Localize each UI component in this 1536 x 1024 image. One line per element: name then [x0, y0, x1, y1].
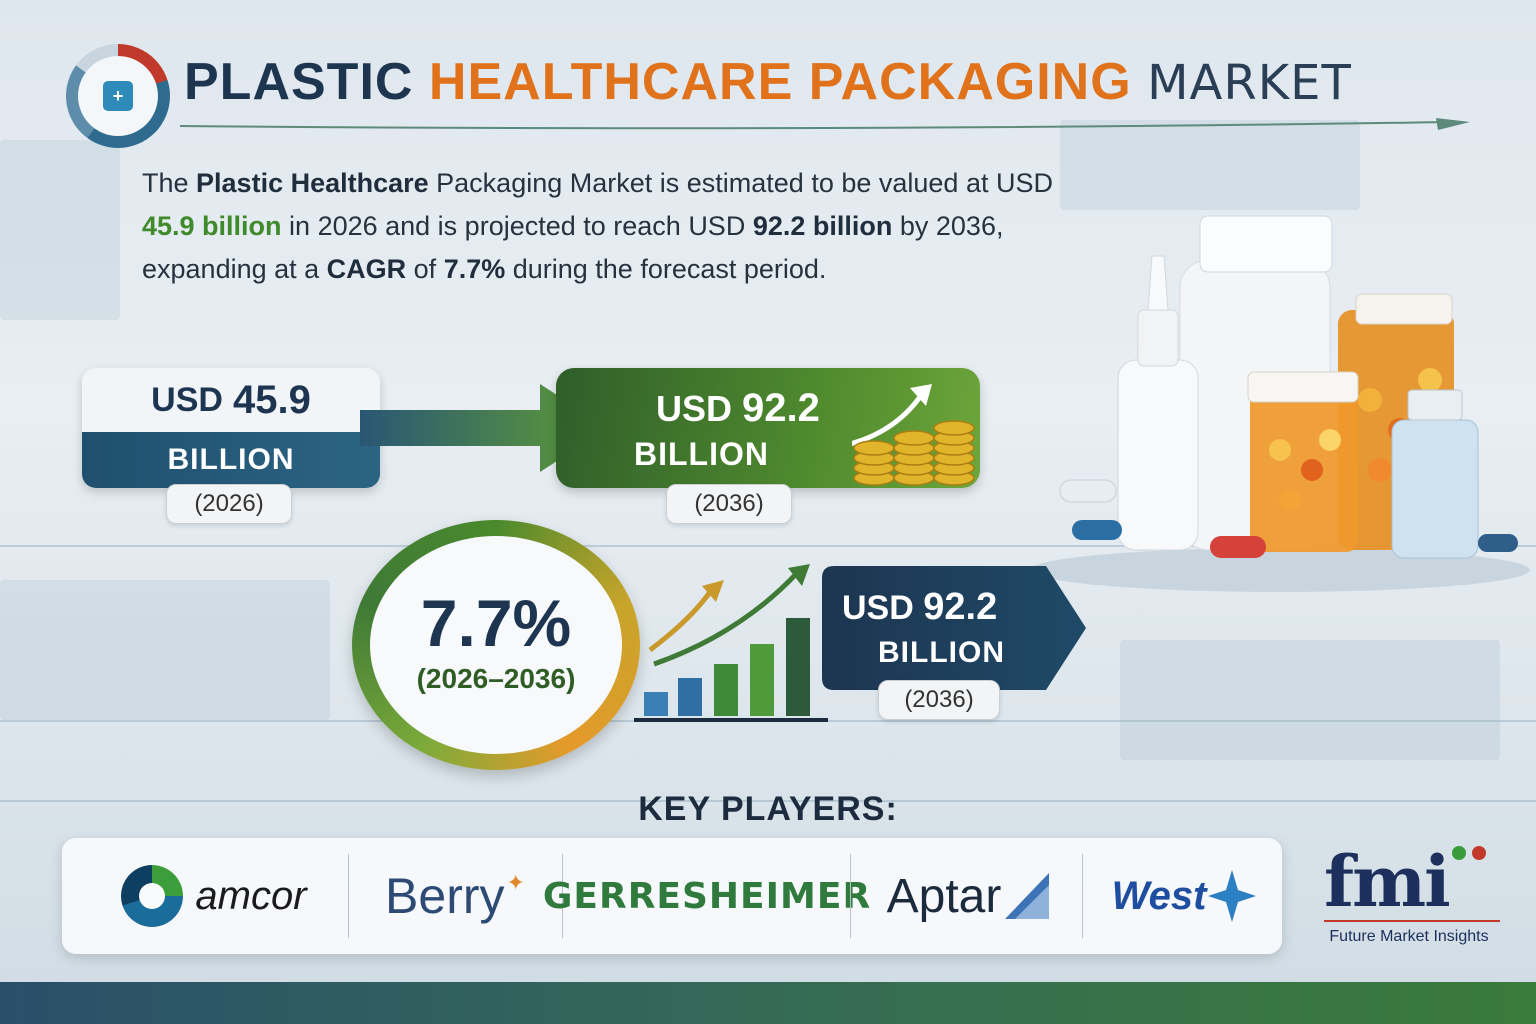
- cagr-value: 7.7%: [420, 586, 572, 660]
- player-berry: Berry ✦: [350, 838, 560, 954]
- unit-label: BILLION: [82, 432, 380, 488]
- title-logo-icon: +: [66, 44, 170, 148]
- west-logo-icon: [1208, 870, 1257, 922]
- background-blur-block: [0, 580, 330, 720]
- key-players-panel: amcor Berry ✦ GERRESHEIMER Aptar West: [62, 838, 1282, 954]
- player-amcor: amcor: [82, 838, 346, 954]
- coins-icon: [852, 384, 975, 486]
- berry-logo-icon: ✦: [506, 870, 525, 895]
- desc-bold: CAGR: [326, 254, 407, 284]
- fmi-letters: fmi: [1324, 840, 1451, 923]
- background-blur-block: [0, 140, 120, 320]
- unit-label: BILLION: [878, 636, 1005, 669]
- fmi-dot-icon: [1452, 846, 1466, 860]
- currency-label: USD: [842, 589, 914, 627]
- fmi-underline: [1324, 920, 1500, 922]
- amount-value: 45.9: [232, 377, 311, 422]
- key-players-title: KEY PLAYERS:: [638, 790, 898, 828]
- value-2026-card: USD 45.9 BILLION: [82, 368, 380, 488]
- desc-text: in 2026 and is projected to reach USD: [281, 211, 753, 241]
- value-2036-amount: USD 92.2: [656, 386, 820, 431]
- desc-text: The: [142, 168, 197, 198]
- desc-bold: 92.2 billion: [752, 211, 893, 241]
- title-underline-swoosh: [180, 118, 1470, 130]
- growth-arrow-icon: [360, 384, 608, 472]
- desc-text: during the forecast period.: [505, 254, 827, 284]
- background-blur-block: [1060, 120, 1360, 210]
- background-shelf-line: [0, 545, 1536, 547]
- value-2036-repeat-card: USD 92.2 BILLION: [822, 566, 1086, 690]
- aptar-logo-icon: [1005, 873, 1050, 919]
- player-name: West: [1111, 873, 1207, 918]
- value-2036-repeat-arrow-shape: [822, 566, 1086, 690]
- divider: [850, 854, 851, 938]
- player-name: Aptar: [886, 869, 1002, 923]
- title-part-healthcare-packaging: HEALTHCARE PACKAGING: [428, 53, 1132, 111]
- desc-text: Packaging Market is estimated to be valu…: [428, 168, 1053, 198]
- currency-label: USD: [656, 388, 733, 429]
- player-west: West: [1084, 838, 1284, 954]
- cagr-period: (2026–2036): [416, 663, 576, 694]
- title-part-plastic: PLASTIC: [184, 53, 414, 111]
- fmi-tagline: Future Market Insights: [1329, 928, 1489, 945]
- player-name: GERRESHEIMER: [542, 875, 872, 917]
- footer-band: [0, 982, 1536, 1024]
- year-2026-pill: (2026): [166, 484, 292, 524]
- market-description: The Plastic Healthcare Packaging Market …: [142, 162, 1062, 291]
- divider: [562, 854, 563, 938]
- title-part-market: MARKET: [1147, 55, 1352, 111]
- amount-value: 92.2: [923, 586, 998, 628]
- pharmaceutical-bottles-illustration: [1030, 215, 1530, 592]
- amcor-logo-icon: [121, 865, 184, 927]
- divider: [1082, 854, 1083, 938]
- currency-label: USD: [151, 380, 223, 419]
- desc-bold: 7.7%: [443, 254, 506, 284]
- fmi-dot-icon: [1472, 846, 1486, 860]
- year-2036-repeat-pill: (2036): [878, 680, 1000, 720]
- cagr-ring-inner: 7.7% (2026–2036): [370, 536, 622, 754]
- player-name: amcor: [195, 873, 307, 918]
- player-name: Berry: [385, 868, 505, 924]
- unit-label: BILLION: [634, 436, 769, 472]
- year-2036-pill: (2036): [666, 484, 792, 524]
- desc-highlight: 45.9 billion: [142, 211, 282, 241]
- desc-text: by 2036, expanding at a: [142, 211, 1004, 284]
- desc-bold: Plastic Healthcare: [196, 168, 429, 198]
- page-title: PLASTIC HEALTHCARE PACKAGING MARKET: [184, 52, 1352, 112]
- cagr-badge: 7.7% (2026–2036): [352, 520, 640, 770]
- value-2026-amount: USD 45.9: [82, 368, 380, 432]
- fmi-brand-logo: fmi Future Market Insights: [1314, 840, 1504, 952]
- divider: [348, 854, 349, 938]
- desc-text: of: [406, 254, 444, 284]
- background-blur-block: [1120, 640, 1500, 760]
- value-2036-card: USD 92.2 BILLION: [556, 368, 980, 488]
- amount-value: 92.2: [742, 386, 820, 430]
- value-2036-repeat-amount: USD 92.2: [842, 586, 997, 629]
- growth-bars-icon: [634, 564, 828, 722]
- player-aptar: Aptar: [852, 838, 1084, 954]
- background-shelf-line: [0, 800, 1536, 802]
- player-gerresheimer: GERRESHEIMER: [543, 838, 870, 954]
